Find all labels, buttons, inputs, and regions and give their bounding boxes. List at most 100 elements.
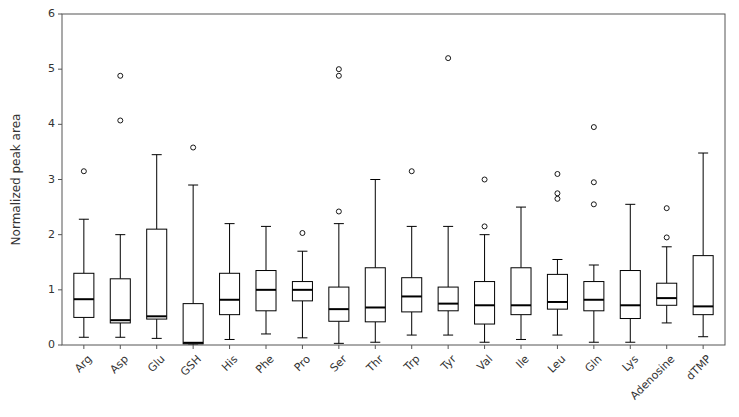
box-group — [584, 125, 604, 343]
x-tick-label: Val — [475, 353, 496, 374]
upper-cap — [79, 219, 89, 220]
y-tick-label: 1 — [48, 283, 55, 296]
lower-whisker — [266, 311, 267, 334]
flier — [191, 145, 196, 150]
lower-cap — [589, 342, 599, 343]
y-tick — [58, 69, 62, 70]
box — [511, 268, 531, 315]
box-group — [74, 169, 94, 338]
box-group — [110, 73, 130, 337]
upper-whisker — [484, 235, 485, 282]
box — [329, 287, 349, 321]
x-tick — [120, 345, 121, 349]
upper-whisker — [666, 247, 667, 283]
box-group — [292, 231, 312, 338]
box-group — [220, 224, 240, 340]
box — [147, 229, 167, 319]
x-tick — [193, 345, 194, 349]
lower-whisker — [521, 315, 522, 340]
x-tick-label: Leu — [545, 353, 568, 376]
box — [547, 274, 567, 309]
upper-cap — [552, 259, 562, 260]
x-tick-label: Ser — [328, 352, 350, 374]
upper-cap — [407, 226, 417, 227]
box-group — [183, 145, 203, 345]
lower-whisker — [229, 315, 230, 340]
flier — [336, 209, 341, 214]
upper-whisker — [411, 226, 412, 277]
x-tick — [484, 345, 485, 349]
box-group — [547, 171, 567, 335]
flier — [555, 191, 560, 196]
lower-cap — [698, 336, 708, 337]
median — [147, 315, 167, 317]
flier — [591, 180, 596, 185]
upper-whisker — [302, 251, 303, 281]
lower-cap — [79, 337, 89, 338]
box — [220, 273, 240, 314]
upper-cap — [370, 179, 380, 180]
box — [256, 271, 276, 311]
box — [402, 278, 422, 312]
box-group — [256, 226, 276, 334]
y-tick-label: 0 — [48, 338, 55, 351]
box — [657, 283, 677, 305]
box-group — [511, 207, 531, 339]
x-tick-label: Phe — [253, 352, 277, 376]
x-tick-label: Thr — [363, 352, 386, 375]
x-tick-label: Glu — [145, 353, 167, 375]
box-group — [438, 56, 458, 335]
flier — [81, 169, 86, 174]
median — [110, 319, 130, 321]
lower-cap — [662, 322, 672, 323]
upper-whisker — [521, 207, 522, 268]
upper-cap — [589, 265, 599, 266]
lower-whisker — [156, 319, 157, 338]
upper-whisker — [120, 235, 121, 279]
x-tick-label: dTMP — [684, 352, 715, 383]
lower-cap — [480, 342, 490, 343]
median — [693, 305, 713, 307]
x-tick — [302, 345, 303, 349]
box — [110, 279, 130, 323]
box-group — [147, 155, 167, 339]
median — [329, 308, 349, 310]
upper-cap — [188, 185, 198, 186]
y-tick — [58, 179, 62, 180]
x-tick-label: Arg — [72, 353, 95, 376]
x-tick — [448, 345, 449, 349]
upper-cap — [334, 223, 344, 224]
lower-cap — [625, 342, 635, 343]
median — [475, 304, 495, 306]
upper-cap — [152, 154, 162, 155]
upper-whisker — [448, 226, 449, 287]
lower-cap — [516, 339, 526, 340]
flier — [482, 177, 487, 182]
x-tick — [703, 345, 704, 349]
lower-cap — [261, 333, 271, 334]
lower-cap — [297, 337, 307, 338]
box — [475, 282, 495, 324]
x-tick-label: His — [219, 352, 240, 373]
y-tick-label: 2 — [48, 228, 55, 241]
upper-cap — [297, 251, 307, 252]
y-tick — [58, 289, 62, 290]
y-tick — [58, 14, 62, 15]
x-tick — [411, 345, 412, 349]
boxes — [74, 56, 713, 345]
lower-whisker — [302, 301, 303, 338]
upper-whisker — [593, 265, 594, 282]
flier — [664, 206, 669, 211]
median — [438, 303, 458, 305]
x-tick — [557, 345, 558, 349]
x-tick — [593, 345, 594, 349]
lower-cap — [552, 335, 562, 336]
box — [620, 271, 640, 319]
y-tick-label: 5 — [48, 62, 55, 75]
x-tick-label: Lys — [620, 352, 642, 374]
x-tick — [630, 345, 631, 349]
flier — [482, 224, 487, 229]
flier — [336, 67, 341, 72]
lower-cap — [115, 337, 125, 338]
box-group — [693, 153, 713, 337]
